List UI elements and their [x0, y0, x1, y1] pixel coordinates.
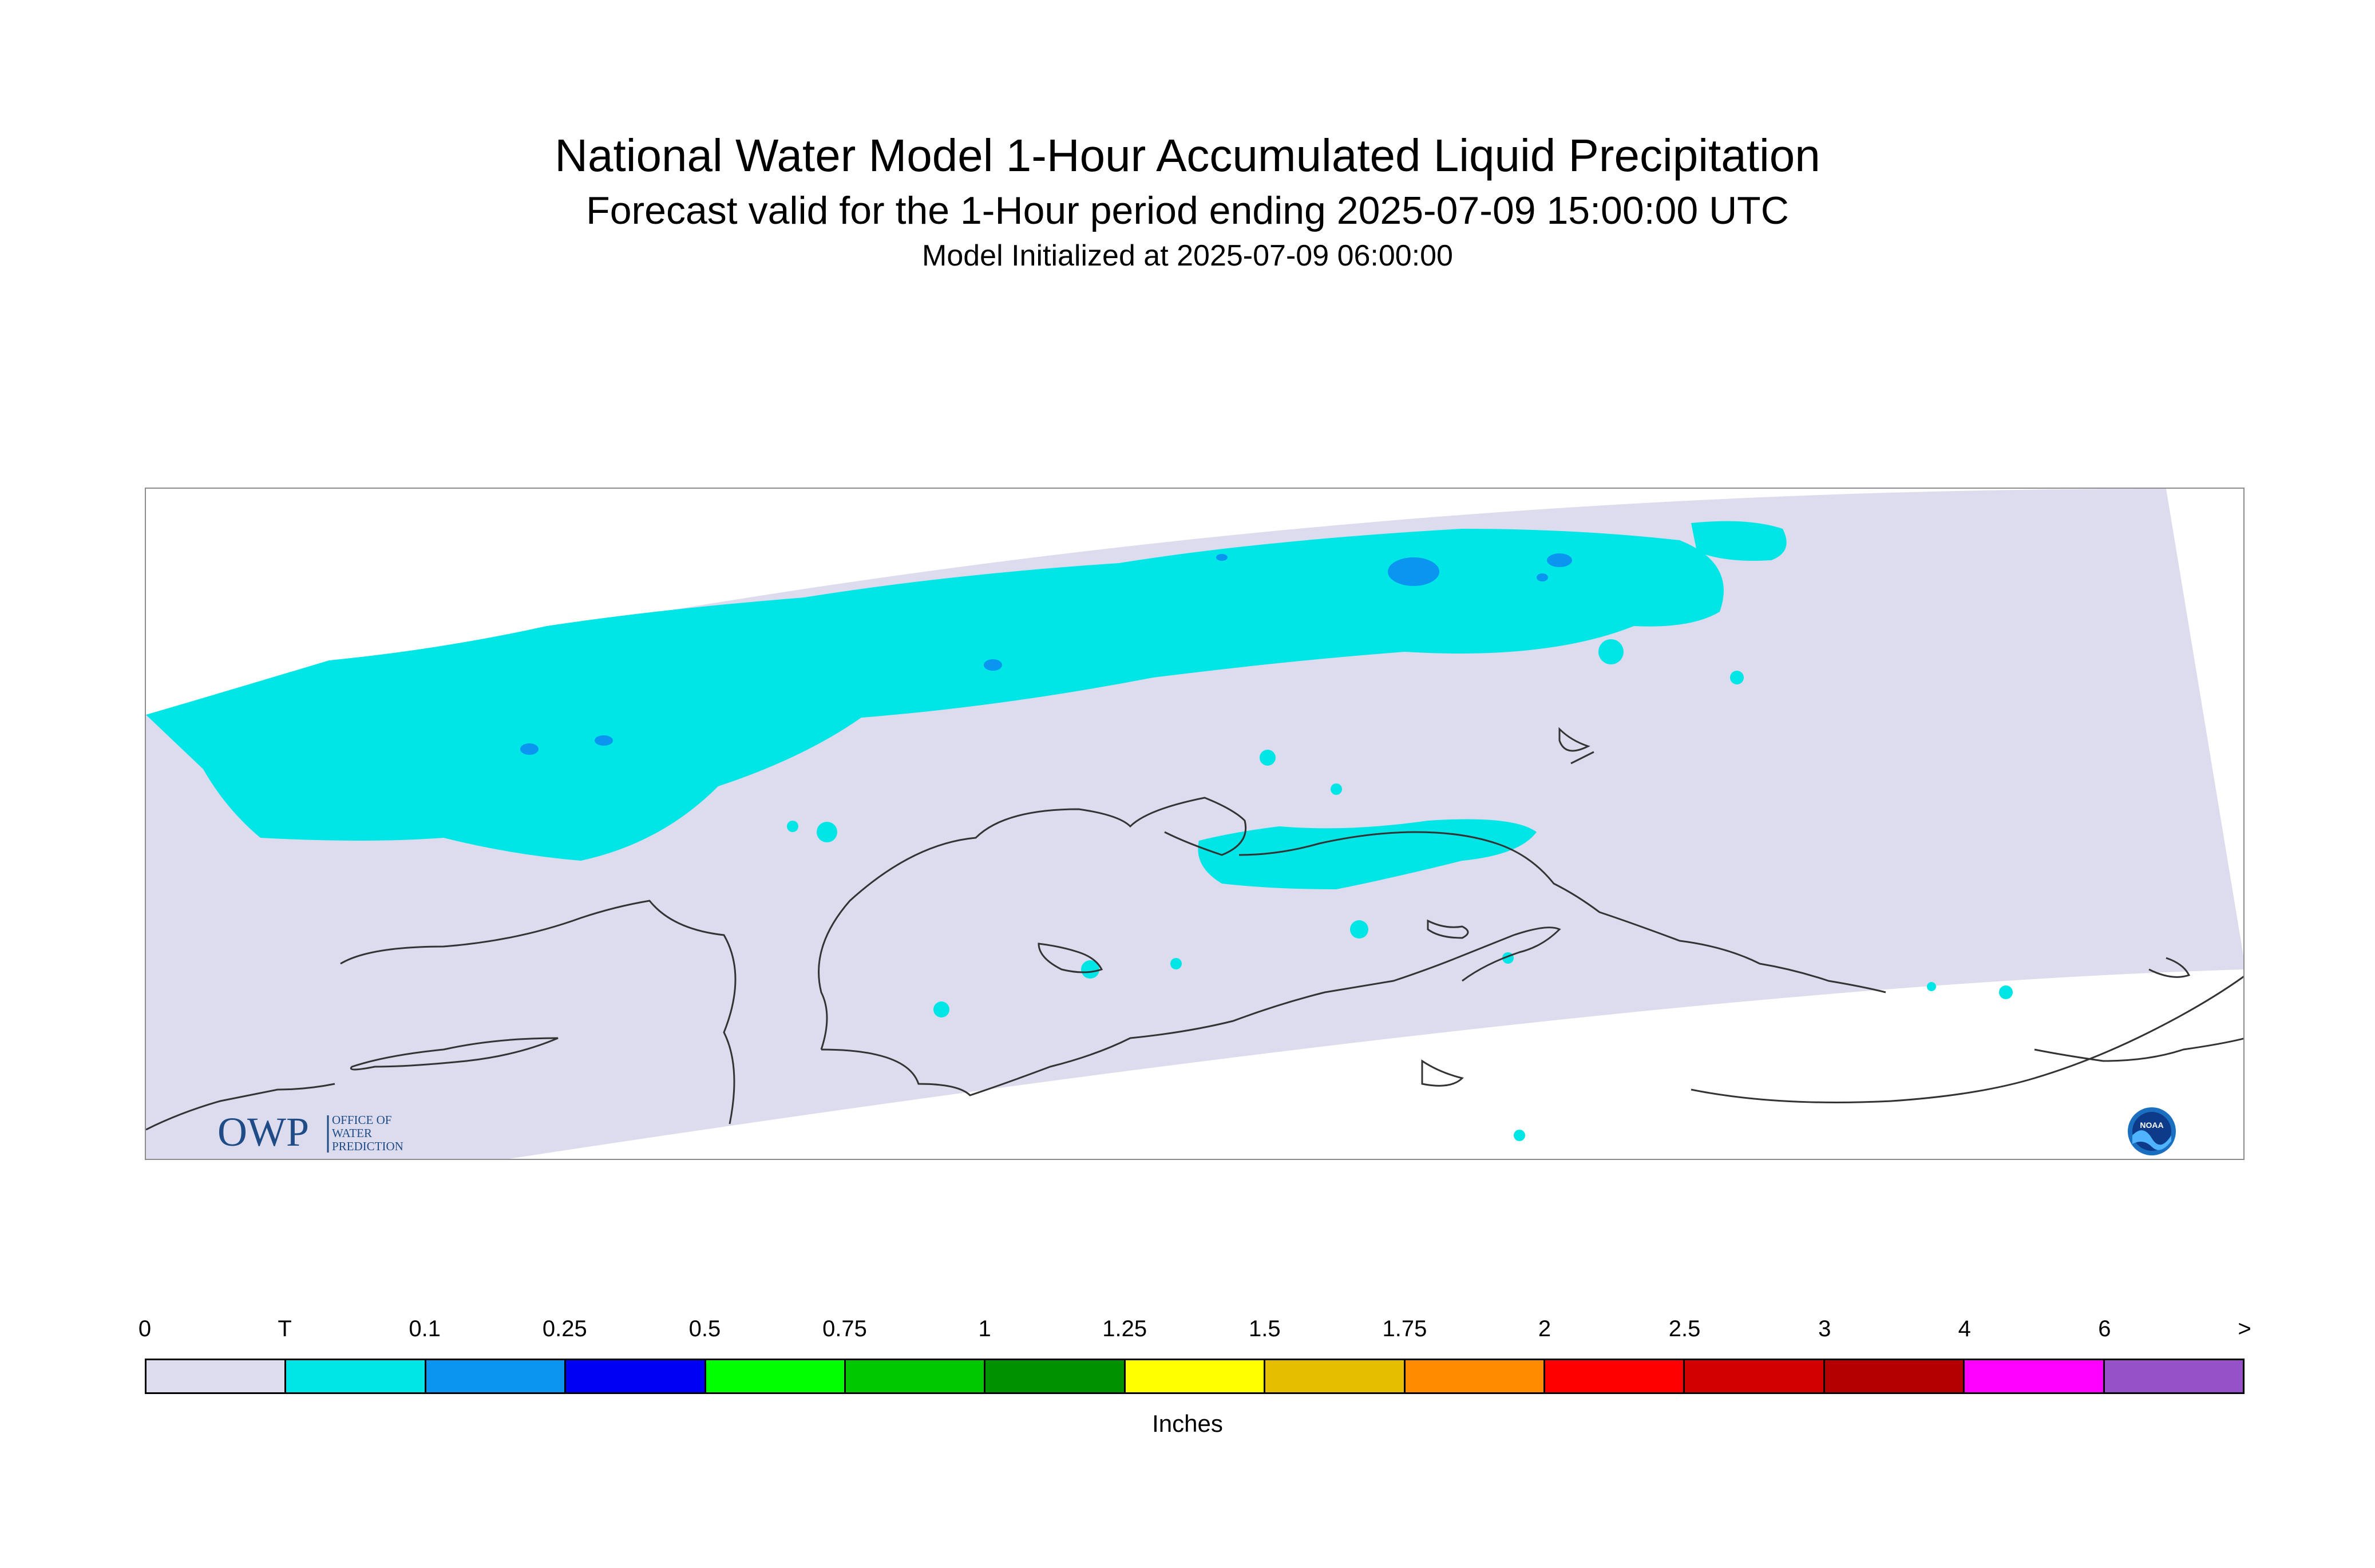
- precip-moderate-spot: [1388, 557, 1439, 586]
- coastline-island-3: [1570, 751, 1594, 765]
- precip-spot: [787, 821, 798, 832]
- precip-moderate-areas: [520, 553, 1572, 755]
- owp-logo: OWP OFFICE OF WATER PREDICTION: [217, 1109, 403, 1155]
- coastline-arctic-north: [1691, 976, 2243, 1103]
- coastline-inlet: [1456, 926, 1561, 982]
- precip-spot: [1260, 750, 1276, 766]
- legend-tick-label: 1: [978, 1316, 991, 1341]
- precip-spot: [1445, 566, 1479, 600]
- precip-spot: [1081, 960, 1099, 979]
- legend-tick-label: 4: [1958, 1316, 1971, 1341]
- legend-swatch: [1545, 1360, 1685, 1392]
- coastline-sound: [818, 797, 1247, 1050]
- legend-tick-label: 3: [1818, 1316, 1831, 1341]
- precip-spot: [1999, 985, 2013, 999]
- legend-tick-label: T: [278, 1316, 292, 1341]
- precip-spot: [1170, 958, 1182, 969]
- coastline-island-2: [1558, 727, 1590, 752]
- coastline-mainland-west: [340, 900, 737, 1124]
- coastline-island: [1427, 919, 1469, 939]
- legend-tick-label: 0.1: [409, 1316, 441, 1341]
- coastlines: [146, 727, 2243, 1131]
- precip-spot: [1514, 1130, 1525, 1141]
- legend-tick-label: 2.5: [1668, 1316, 1701, 1341]
- precip-area-northwest: [146, 529, 1724, 861]
- precip-spot: [1350, 920, 1368, 939]
- precip-spot: [1927, 982, 1936, 991]
- precip-area-central: [1198, 819, 1537, 889]
- legend-swatch: [1824, 1360, 1965, 1392]
- map-title: National Water Model 1-Hour Accumulated …: [555, 130, 1820, 181]
- owp-logo-line3: PREDICTION: [332, 1139, 403, 1153]
- legend-swatch: [286, 1360, 426, 1392]
- legend-swatch: [1405, 1360, 1546, 1392]
- legend-tick-label: 0.75: [822, 1316, 867, 1341]
- coastline-lower-west: [350, 1037, 559, 1071]
- owp-logo-text: OWP: [217, 1109, 309, 1155]
- precip-moderate-spot: [1547, 553, 1572, 567]
- coastline-peninsula: [1238, 831, 1886, 993]
- precip-moderate-spot: [984, 659, 1002, 671]
- legend-tick-label: 0: [138, 1316, 152, 1341]
- legend-swatch: [1125, 1360, 1266, 1392]
- coastline-lower-left: [146, 1083, 335, 1131]
- precip-moderate-spot: [595, 735, 613, 746]
- legend-tick-label: 1.25: [1102, 1316, 1147, 1341]
- precip-area-northeast-patch: [1691, 521, 1787, 561]
- coastline-river: [1038, 943, 1103, 973]
- precip-spot: [1730, 671, 1744, 684]
- precip-moderate-spot: [520, 743, 539, 755]
- legend-tick-label: >: [2238, 1316, 2251, 1341]
- precip-spot: [817, 822, 837, 842]
- legend-tick-label: 1.75: [1382, 1316, 1427, 1341]
- owp-logo-line2: WATER: [332, 1126, 372, 1140]
- legend-swatch: [985, 1360, 1126, 1392]
- legend-swatch: [1685, 1360, 1825, 1392]
- legend-tick-label: 0.5: [688, 1316, 721, 1341]
- precip-trace-areas: [146, 521, 2013, 1141]
- legend-swatch: [2104, 1360, 2243, 1392]
- coastline-lake: [1421, 1059, 1464, 1087]
- owp-logo-line1: OFFICE OF: [332, 1113, 391, 1127]
- legend-tick-label: 0.25: [542, 1316, 587, 1341]
- legend-colorbar: [145, 1359, 2245, 1394]
- legend-units: Inches: [1152, 1410, 1223, 1437]
- legend-swatch: [426, 1360, 567, 1392]
- noaa-logo-wave: [2132, 1130, 2171, 1150]
- coastline-east: [2034, 1038, 2243, 1062]
- legend-swatch: [706, 1360, 846, 1392]
- coastline-east-2: [2148, 957, 2191, 978]
- legend-tick-label: 1.5: [1248, 1316, 1281, 1341]
- precip-moderate-spot: [1537, 573, 1548, 581]
- precip-spot: [1331, 783, 1342, 795]
- legend-swatch: [1965, 1360, 2105, 1392]
- precip-spot: [933, 1001, 949, 1017]
- map-panel: OWP OFFICE OF WATER PREDICTION NOAA: [145, 488, 2245, 1160]
- legend-tick-label: 6: [2098, 1316, 2111, 1341]
- legend-swatch: [566, 1360, 706, 1392]
- model-init-subtitle: Model Initialized at 2025-07-09 06:00:00: [922, 239, 1453, 272]
- precip-spot: [1598, 639, 1624, 664]
- legend-tick-label: 2: [1538, 1316, 1551, 1341]
- legend-swatch: [1265, 1360, 1406, 1392]
- forecast-valid-subtitle: Forecast valid for the 1-Hour period end…: [586, 189, 1789, 232]
- noaa-logo-text: NOAA: [2140, 1120, 2163, 1130]
- map-canvas: OWP OFFICE OF WATER PREDICTION NOAA: [146, 489, 2243, 1159]
- precip-moderate-spot: [1216, 554, 1228, 561]
- coastline-southwest: [821, 957, 1457, 1096]
- legend-swatch: [846, 1360, 986, 1392]
- legend-swatch: [147, 1360, 287, 1392]
- noaa-logo: NOAA: [2128, 1107, 2176, 1155]
